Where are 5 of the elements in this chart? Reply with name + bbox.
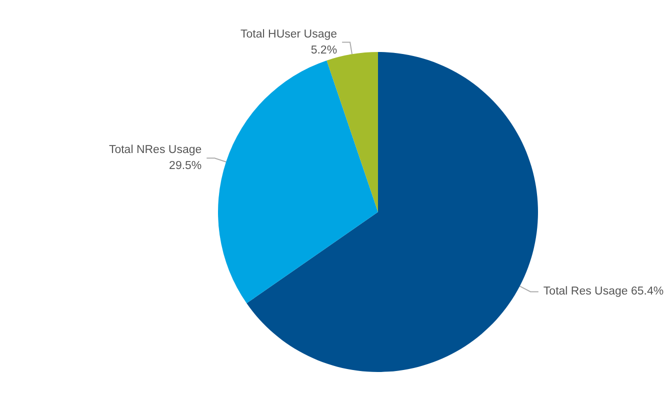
slice-label: Total HUser Usage [240, 28, 338, 40]
data-label: 5.2% [310, 44, 338, 56]
slice-label: Total Res Usage 65.4% [543, 286, 664, 298]
data-label: 29.5% [169, 160, 202, 172]
slice-label: Total NRes Usage [108, 144, 202, 156]
